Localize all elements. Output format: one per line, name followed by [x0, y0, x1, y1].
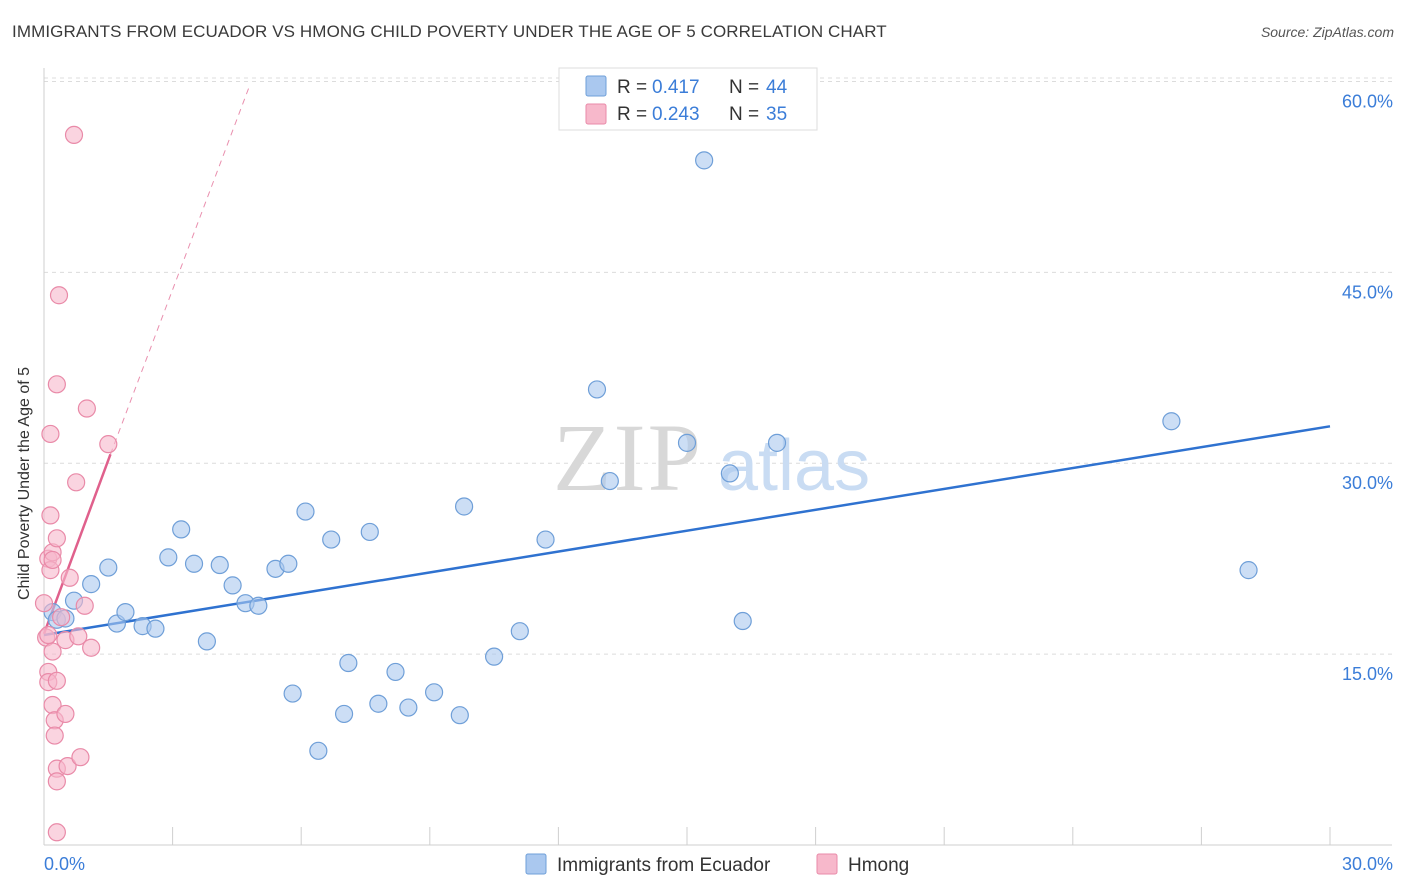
series-legend-swatch-ecuador	[525, 853, 547, 875]
stats-r-value-hmong: 0.243	[652, 104, 700, 125]
hmong-point-28	[69, 627, 88, 646]
hmong-point-13	[45, 726, 64, 745]
stats-r-label-ecuador: R =	[617, 77, 647, 98]
ecuador-point-32	[454, 497, 474, 516]
axes	[43, 68, 1392, 846]
ecuador-point-31	[450, 706, 469, 725]
hmong-point-17	[47, 823, 66, 842]
hmong-point-29	[71, 748, 90, 767]
hmong-point-24	[58, 756, 77, 776]
hmong-point-18	[47, 529, 66, 548]
ecuador-point-5	[99, 558, 118, 577]
ecuador-point-35	[536, 530, 555, 549]
ecuador-point-30	[424, 683, 444, 702]
ecuador-point-4	[82, 575, 101, 594]
hmong-point-30	[75, 596, 94, 615]
ecuador-point-43	[1162, 412, 1181, 431]
hmong-point-25	[60, 568, 79, 587]
grid-lines	[44, 77, 1392, 655]
ecuador-point-33	[485, 647, 504, 666]
ecuador-point-42	[767, 433, 787, 452]
ecuador-point-20	[283, 684, 302, 703]
hmong-point-34	[39, 625, 58, 645]
ecuador-point-44	[1239, 561, 1258, 580]
ecuador-point-12	[184, 554, 204, 573]
hmong-point-19	[47, 375, 66, 394]
ecuador-point-11	[172, 520, 191, 539]
stats-r-label-hmong: R =	[617, 104, 647, 125]
watermark: ZIP atlas	[553, 404, 870, 511]
ecuador-point-38	[677, 433, 697, 452]
x-tick-label-0: 0.0%	[44, 854, 85, 874]
hmong-point-10	[43, 642, 62, 661]
stats-n-value-hmong: 35	[766, 104, 787, 125]
ecuador-point-17	[249, 596, 268, 615]
ecuador-point-39	[695, 151, 714, 170]
ecuador-point-26	[360, 522, 379, 542]
chart-source: Source: ZipAtlas.com	[1260, 24, 1394, 40]
hmong-point-20	[49, 286, 69, 305]
stats-legend: R = 0.417 N = 44 R = 0.243 N = 35	[558, 67, 818, 131]
series-legend-label-hmong: Hmong	[848, 855, 909, 876]
ecuador-point-40	[720, 464, 739, 483]
x-tick-labels: 0.0% 30.0%	[44, 854, 1393, 874]
ecuador-point-22	[309, 741, 328, 760]
trend-lines	[42, 85, 1331, 637]
series-legend-label-ecuador: Immigrants from Ecuador	[557, 855, 771, 876]
x-tick-label-30: 30.0%	[1342, 854, 1393, 874]
y-tick-label-15: 15.0%	[1342, 664, 1393, 684]
stats-n-label-hmong: N =	[729, 104, 759, 125]
ecuador-point-29	[399, 698, 418, 717]
ecuador-point-23	[322, 530, 341, 549]
ecuador-point-41	[733, 611, 752, 631]
chart-title: IMMIGRANTS FROM ECUADOR VS HMONG CHILD P…	[12, 22, 887, 41]
watermark-zip: ZIP	[553, 404, 703, 511]
hmong-point-15	[47, 772, 66, 791]
hmong-point-9	[43, 550, 62, 570]
stats-legend-swatch-ecuador	[585, 75, 607, 97]
ecuador-point-21	[296, 502, 315, 521]
hmong-point-26	[64, 125, 84, 144]
stats-r-value-ecuador: 0.417	[652, 77, 700, 98]
ecuador-point-14	[210, 555, 229, 575]
ecuador-point-7	[116, 603, 135, 622]
ecuador-point-15	[223, 576, 242, 595]
trend-line-hmong-extension	[109, 85, 251, 455]
stats-n-value-ecuador: 44	[766, 77, 788, 98]
hmong-point-6	[41, 424, 60, 444]
hmong-point-33	[99, 435, 118, 454]
hmong-point-22	[56, 704, 75, 724]
ecuador-point-24	[334, 704, 354, 724]
ecuador-point-28	[386, 662, 405, 682]
ecuador-point-9	[146, 619, 165, 638]
y-tick-label-45: 45.0%	[1342, 282, 1393, 302]
ecuador-point-25	[339, 653, 358, 673]
series-legend-swatch-hmong	[816, 853, 838, 875]
ecuador-point-36	[587, 380, 607, 399]
hmong-point-16	[47, 671, 66, 690]
y-tick-labels: 15.0% 30.0% 45.0% 60.0%	[1342, 91, 1393, 684]
hmong-point-32	[82, 638, 101, 657]
hmong-point-27	[67, 473, 86, 492]
ecuador-point-13	[197, 632, 216, 651]
ecuador-point-10	[159, 548, 178, 567]
hmong-point-31	[77, 399, 96, 418]
ecuador-point-34	[510, 622, 529, 641]
y-tick-label-60: 60.0%	[1342, 91, 1393, 111]
stats-legend-swatch-hmong	[585, 103, 607, 125]
y-tick-label-30: 30.0%	[1342, 473, 1393, 493]
ecuador-point-27	[369, 694, 388, 713]
x-minor-ticks	[172, 827, 1331, 845]
ecuador-point-19	[279, 554, 298, 573]
ecuador-point-37	[600, 471, 619, 491]
hmong-point-21	[52, 608, 71, 627]
hmong-point-5	[41, 506, 60, 525]
y-axis-label: Child Poverty Under the Age of 5	[16, 366, 33, 600]
hmong-point-0	[34, 594, 54, 613]
stats-n-label-ecuador: N =	[729, 77, 759, 98]
series-legend: Immigrants from Ecuador Hmong	[525, 853, 909, 876]
watermark-atlas: atlas	[718, 426, 870, 506]
series-hmong-points	[34, 125, 118, 842]
